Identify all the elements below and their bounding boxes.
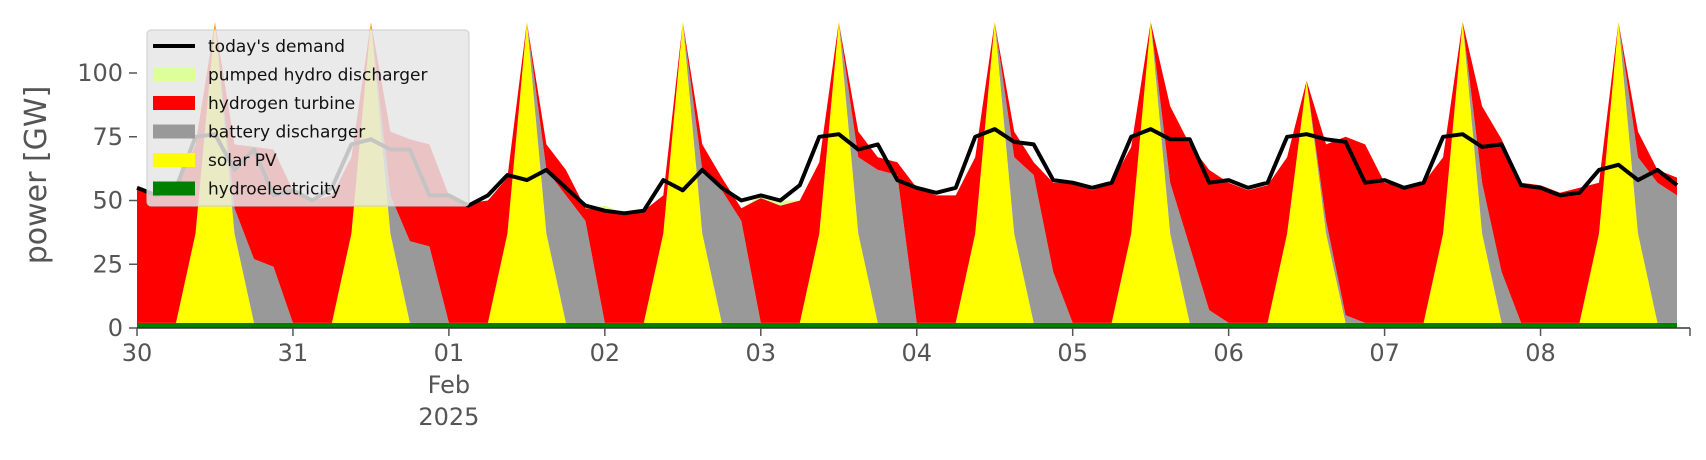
legend-box <box>146 29 470 207</box>
legend-label: today's demand <box>208 37 345 57</box>
legend-label: hydroelectricity <box>208 180 341 200</box>
y-tick-label: 75 <box>92 123 123 151</box>
legend-swatch <box>153 67 195 82</box>
area-solar-pv <box>137 22 1677 323</box>
stacked-areas <box>137 22 1677 328</box>
area-hydrogen-turbine <box>137 22 1677 323</box>
legend-label: pumped hydro discharger <box>208 66 427 86</box>
x-tick-label: 02 <box>590 339 621 367</box>
legend-swatch <box>153 181 195 196</box>
x-tick-label: 04 <box>901 339 932 367</box>
x-tick-label: 01 <box>434 339 465 367</box>
y-tick-label: 0 <box>108 314 123 342</box>
legend-label: hydrogen turbine <box>208 94 355 114</box>
legend-swatch <box>153 153 195 167</box>
x-tick-label: 07 <box>1369 339 1400 367</box>
legend-swatch <box>153 96 195 110</box>
legend-label: solar PV <box>208 151 277 171</box>
x-tick-label: Feb <box>428 371 471 399</box>
axes: 0 25 50 75 100 30 31 01 Feb 2025 02 03 04 05 06 07 08 <box>77 59 1691 431</box>
area-battery-discharger <box>137 22 1677 323</box>
x-tick-label: 08 <box>1525 339 1556 367</box>
legend-label: battery discharger <box>208 123 365 143</box>
legend-swatch <box>153 124 195 139</box>
x-tick-label: 06 <box>1213 339 1244 367</box>
y-axis-label: power [GW] <box>19 86 54 265</box>
x-tick-label: 05 <box>1057 339 1088 367</box>
y-tick-label: 25 <box>92 250 123 278</box>
x-tick-label: 31 <box>278 339 309 367</box>
x-tick-label: 30 <box>122 339 153 367</box>
y-tick-label: 100 <box>77 59 123 87</box>
area-hydroelectricity <box>137 322 1677 328</box>
x-tick-label: 03 <box>746 339 777 367</box>
x-tick-label: 2025 <box>418 403 479 431</box>
y-tick-label: 50 <box>92 187 123 215</box>
legend: today's demand pumped hydro discharger hyd… <box>146 29 470 207</box>
